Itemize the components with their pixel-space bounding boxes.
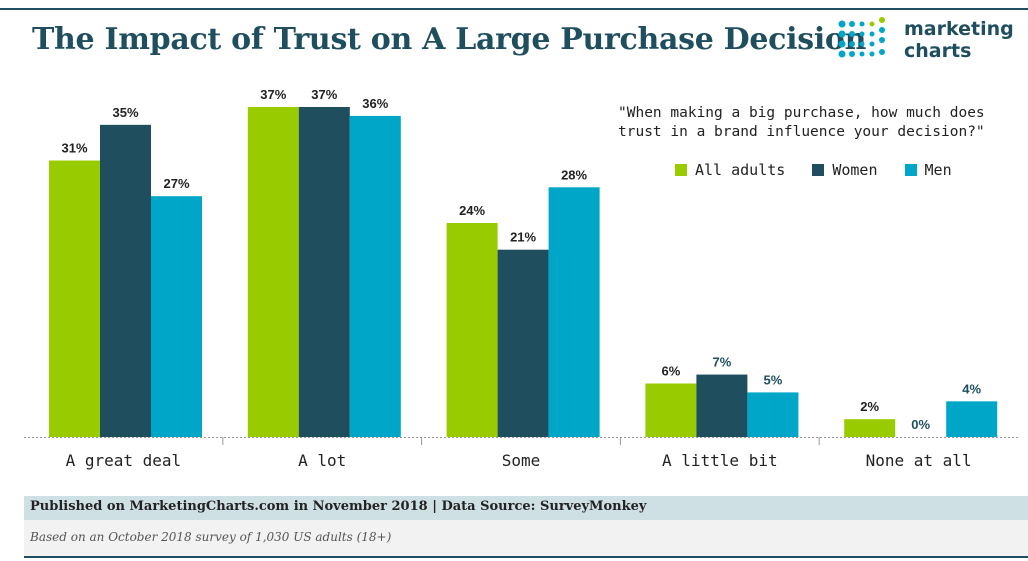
footer-note-bar: Based on an October 2018 survey of 1,030… (24, 520, 1028, 558)
data-label: 31% (61, 141, 87, 156)
logo-text-line1: marketing (904, 18, 1014, 40)
data-label: 24% (459, 203, 485, 218)
bar-women (497, 249, 549, 437)
bar-men (548, 187, 600, 437)
data-label: 36% (362, 96, 388, 111)
bar-women (696, 374, 748, 437)
data-label: 37% (311, 87, 337, 102)
data-label: 2% (860, 399, 879, 414)
legend-label: Women (832, 161, 878, 179)
data-label: 4% (962, 381, 981, 396)
x-tick-label: A little bit (662, 451, 778, 470)
data-label: 28% (561, 167, 587, 182)
bar-men (349, 115, 401, 438)
data-label: 37% (260, 87, 286, 102)
logo-text-line2: charts (904, 40, 972, 62)
bar-all-adults (844, 419, 896, 437)
bar-all-adults (247, 107, 299, 437)
bar-all-adults (49, 160, 100, 437)
legend-label: Men (924, 161, 952, 179)
legend-label: All adults (695, 161, 786, 179)
bar-chart: 31% 35% 27% A great deal 37% 37% 36% A lot 24% 21… (24, 87, 1018, 470)
marketingcharts-logo: marketing charts (838, 16, 1018, 70)
x-tick-label: A lot (298, 451, 346, 470)
bar-men (747, 392, 799, 437)
logo-dots-icon (838, 17, 885, 58)
x-tick-label: A great deal (66, 451, 182, 470)
footer-published-bar: Published on MarketingCharts.com in Nove… (24, 496, 1028, 520)
top-rule (0, 8, 1028, 10)
bar-women (298, 107, 350, 437)
data-label: 6% (662, 363, 681, 378)
bar-women (100, 124, 151, 438)
legend-item-women: Women (812, 161, 878, 179)
legend-swatch (904, 164, 917, 176)
data-label: 5% (764, 372, 783, 387)
bar-all-adults (446, 222, 498, 437)
x-tick-label: None at all (866, 451, 972, 470)
legend-item-men: Men (904, 161, 952, 179)
legend-swatch (812, 164, 825, 176)
data-label: 27% (163, 176, 189, 191)
bar-men (946, 401, 998, 437)
data-label: 7% (713, 355, 732, 370)
data-label: 35% (112, 105, 138, 120)
footer-note-text: Based on an October 2018 survey of 1,030… (30, 530, 392, 544)
footer-published-text: Published on MarketingCharts.com in Nove… (30, 499, 647, 514)
bar-men (151, 196, 202, 437)
legend: All adults Women Men (675, 161, 970, 180)
x-tick-label: Some (502, 451, 541, 470)
chart-title: The Impact of Trust on A Large Purchase … (32, 22, 867, 57)
data-label: 21% (510, 230, 536, 245)
bar-all-adults (645, 383, 697, 437)
legend-swatch (675, 164, 687, 176)
legend-item-all-adults: All adults (675, 161, 785, 179)
data-label: 0% (911, 417, 930, 432)
chart-subtitle: "When making a big purchase, how much do… (618, 105, 985, 140)
